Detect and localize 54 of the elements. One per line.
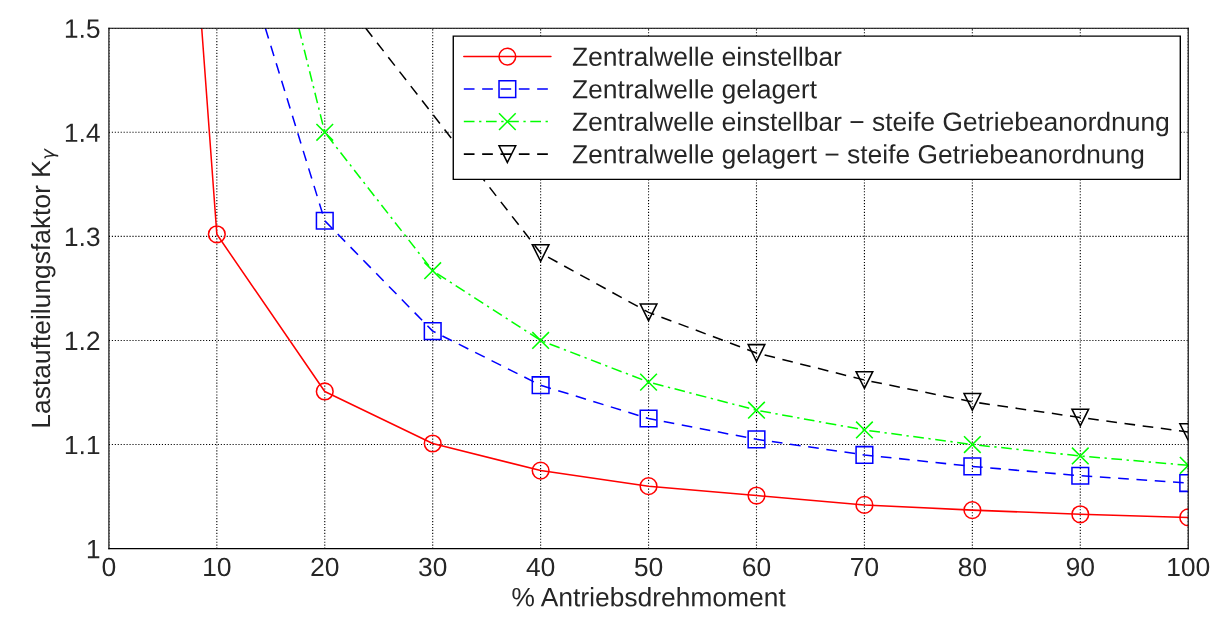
point <box>207 225 226 244</box>
point <box>963 457 982 476</box>
point <box>639 303 658 322</box>
point <box>531 243 550 263</box>
point <box>1071 408 1090 427</box>
y-tick-label: 1.5 <box>65 19 100 39</box>
legend-label: Zentralwelle einstellbar <box>572 46 842 67</box>
point <box>531 331 550 350</box>
point <box>747 343 766 363</box>
y-tick-label: 1.1 <box>65 435 100 455</box>
point <box>423 434 442 453</box>
point <box>423 261 442 280</box>
point <box>423 321 442 341</box>
point <box>315 123 334 142</box>
legend-label: Zentralwelle gelagert − steife Getriebeanordnung <box>572 144 1144 169</box>
x-tick-label: 80 <box>958 557 986 577</box>
y-tick-label: 1.4 <box>65 123 100 142</box>
legend-label: Zentralwelle einstellbar − steife Getriebeanordnung <box>572 111 1169 137</box>
x-tick-label: 40 <box>526 557 555 577</box>
point <box>855 370 874 390</box>
point <box>315 382 334 401</box>
point <box>639 477 658 496</box>
point <box>747 401 766 420</box>
legend-label: Zentralwelle gelagert <box>572 79 817 104</box>
x-tick-label: 90 <box>1066 557 1094 577</box>
y-tick-label: 1.3 <box>65 227 100 247</box>
x-tick-label: 10 <box>204 557 231 577</box>
point <box>1071 466 1090 485</box>
point <box>315 211 334 230</box>
point <box>855 495 874 515</box>
point <box>1071 446 1090 466</box>
x-tick-label: 30 <box>419 557 447 577</box>
point <box>531 376 550 395</box>
y-tick-label: 1.2 <box>65 331 100 351</box>
x-tick-label: 0 <box>102 557 116 577</box>
x-tick-label: 20 <box>311 557 339 577</box>
x-tick-label: 60 <box>743 557 771 577</box>
point <box>855 420 874 440</box>
x-tick-label: 100 <box>1168 557 1210 577</box>
x-tick-label: 70 <box>851 557 879 577</box>
point <box>639 409 658 428</box>
point <box>531 461 550 480</box>
x-tick-label: 50 <box>634 557 663 577</box>
point <box>747 486 766 505</box>
point <box>963 435 982 454</box>
point <box>639 372 658 392</box>
point <box>855 445 874 465</box>
point <box>963 501 982 520</box>
y-tick-label: 1 <box>87 540 100 559</box>
point <box>1071 505 1090 524</box>
point <box>963 392 982 411</box>
y-axis-title: Lastaufteilungsfaktor K$_{γ}$ <box>30 148 59 427</box>
x-axis-title: % Antriebsdrehmoment <box>512 587 786 607</box>
point <box>747 430 766 449</box>
